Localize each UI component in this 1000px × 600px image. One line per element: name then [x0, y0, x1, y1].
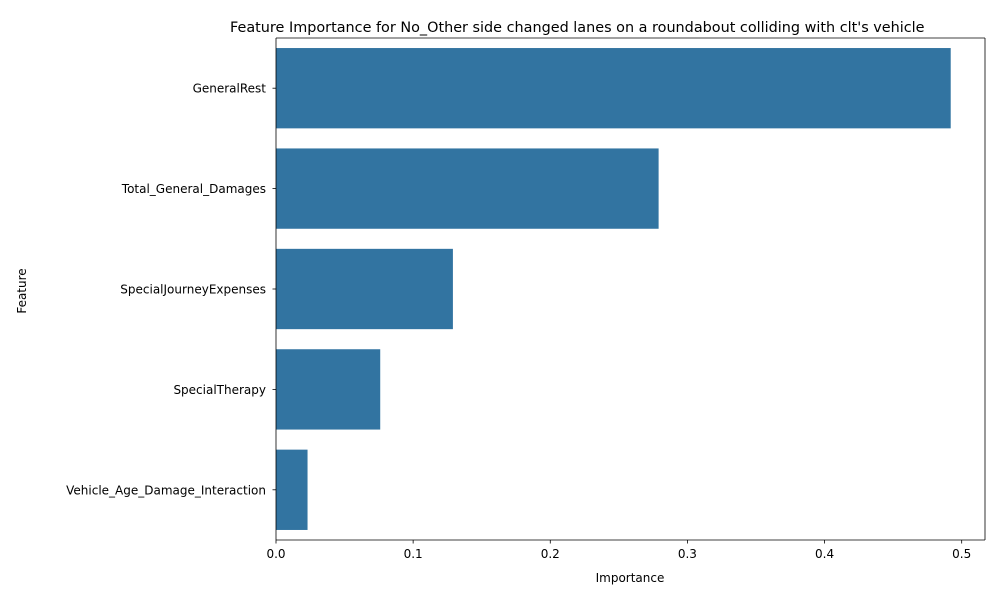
y-axis-label: Feature [15, 268, 29, 313]
bar-vehicle-age-damage-interaction [276, 449, 308, 530]
x-tick-label: 0.1 [404, 547, 423, 561]
y-tick-label: SpecialJourneyExpenses [120, 283, 266, 297]
bars-group [276, 48, 951, 530]
y-tick-label: Vehicle_Age_Damage_Interaction [66, 483, 266, 497]
x-tick-label: 0.2 [541, 547, 560, 561]
x-tick-label: 0.3 [678, 547, 697, 561]
x-tick-label: 0.0 [266, 547, 285, 561]
y-tick-label: Total_General_Damages [121, 182, 266, 196]
chart-title: Feature Importance for No_Other side cha… [230, 20, 925, 36]
y-tick-label: SpecialTherapy [173, 383, 266, 397]
x-axis-label: Importance [596, 571, 665, 585]
bar-specialjourneyexpenses [276, 248, 453, 330]
y-tick-label: GeneralRest [193, 82, 267, 96]
x-tick-label: 0.4 [815, 547, 834, 561]
bar-total-general-damages [276, 148, 659, 229]
bar-generalrest [276, 48, 951, 129]
x-tick-label: 0.5 [952, 547, 971, 561]
bar-specialtherapy [276, 349, 381, 430]
y-axis-ticks: GeneralRest Total_General_Damages SpecialJ… [66, 82, 276, 497]
x-axis-ticks: 0.0 0.1 0.2 0.3 0.4 0.5 [266, 540, 971, 561]
